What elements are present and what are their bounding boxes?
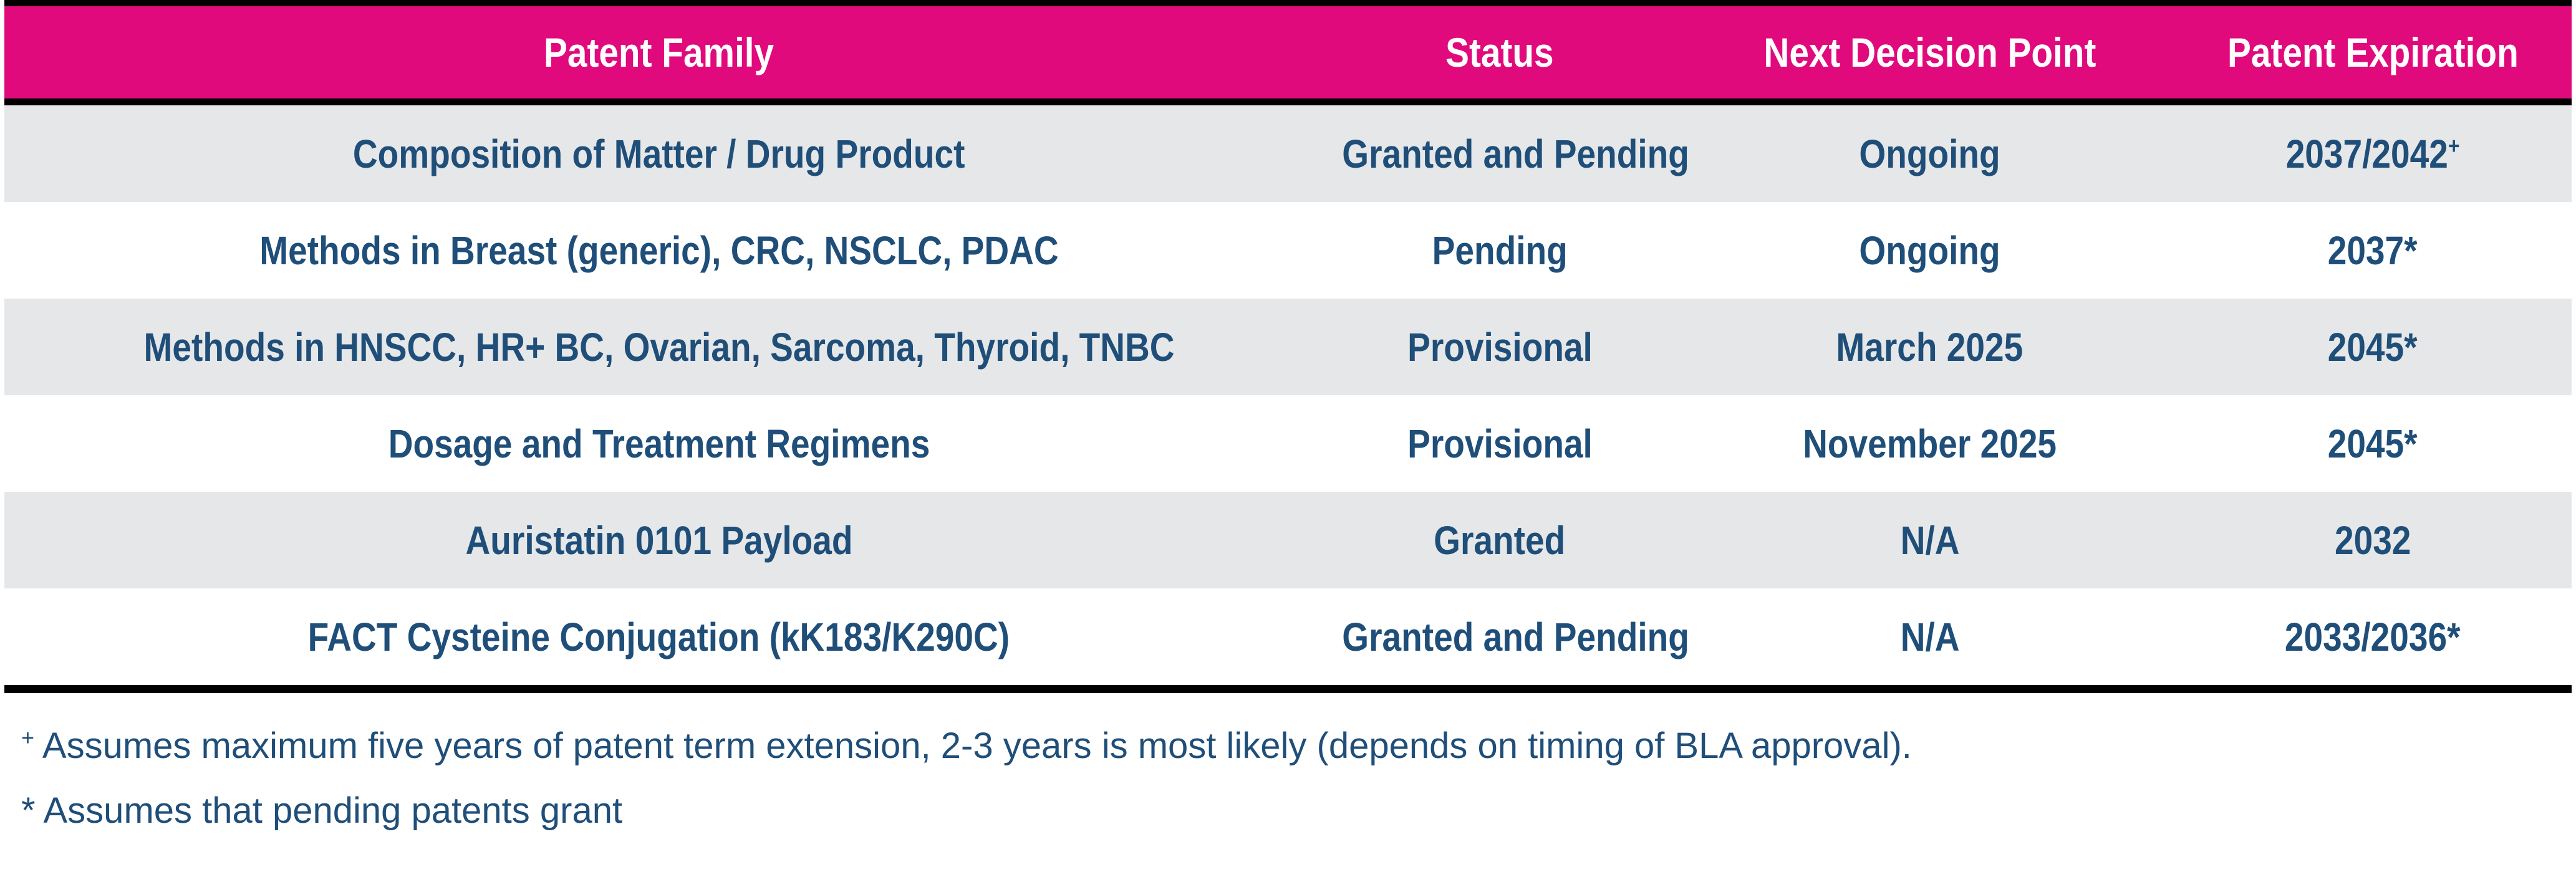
cell-status: Granted and Pending <box>1313 588 1689 689</box>
cell-expiration: 2045* <box>2173 395 2572 492</box>
cell-expiration: 2037* <box>2173 202 2572 299</box>
cell-next-decision: Ongoing <box>1686 202 2174 299</box>
footnote-plus-text: Assumes maximum five years of patent ter… <box>42 726 1912 766</box>
table-header-row: Patent Family Status Next Decision Point… <box>4 3 2572 105</box>
cell-next-decision: Ongoing <box>1686 102 2174 202</box>
expiration-footnote-marker: + <box>2448 132 2460 159</box>
cell-status: Provisional <box>1313 299 1686 395</box>
cell-next-decision: March 2025 <box>1686 299 2174 395</box>
cell-patent-family: Dosage and Treatment Regimens <box>4 395 1314 492</box>
cell-status: Granted <box>1313 492 1686 588</box>
column-header-next-decision-point: Next Decision Point <box>1686 3 2174 105</box>
table-row: Methods in Breast (generic), CRC, NSCLC,… <box>4 202 2572 299</box>
cell-status: Provisional <box>1313 395 1686 492</box>
cell-patent-family: Composition of Matter / Drug Product <box>4 102 1314 202</box>
table-row: FACT Cysteine Conjugation (kK183/K290C) … <box>4 588 2572 689</box>
cell-next-decision: November 2025 <box>1686 395 2174 492</box>
table-row: Auristatin 0101 Payload Granted N/A 2032 <box>4 492 2572 588</box>
cell-patent-family: Auristatin 0101 Payload <box>4 492 1314 588</box>
cell-patent-family: Methods in Breast (generic), CRC, NSCLC,… <box>4 202 1314 299</box>
table-row: Composition of Matter / Drug Product Gra… <box>4 102 2572 202</box>
cell-patent-family: FACT Cysteine Conjugation (kK183/K290C) <box>4 588 1314 689</box>
column-header-patent-family: Patent Family <box>4 3 1314 105</box>
footnote-plus: + Assumes maximum five years of patent t… <box>21 724 1912 766</box>
footnote-plus-marker: + <box>21 724 34 750</box>
footnote-asterisk: * Assumes that pending patents grant <box>21 793 1912 829</box>
table-row: Dosage and Treatment Regimens Provisiona… <box>4 395 2572 492</box>
cell-next-decision: N/A <box>1686 588 2174 689</box>
cell-expiration: 2045* <box>2173 299 2572 395</box>
cell-status: Pending <box>1313 202 1686 299</box>
cell-status: Granted and Pending <box>1313 102 1689 202</box>
column-header-patent-expiration: Patent Expiration <box>2173 3 2572 105</box>
cell-expiration: 2037/2042+ <box>2173 102 2572 202</box>
cell-expiration: 2032 <box>2173 492 2572 588</box>
cell-next-decision: N/A <box>1686 492 2174 588</box>
cell-patent-family: Methods in HNSCC, HR+ BC, Ovarian, Sarco… <box>4 299 1314 395</box>
footnote-asterisk-marker: * <box>21 790 36 831</box>
column-header-status: Status <box>1313 3 1686 105</box>
patent-family-table: Patent Family Status Next Decision Point… <box>4 0 2572 693</box>
table-row: Methods in HNSCC, HR+ BC, Ovarian, Sarco… <box>4 299 2572 395</box>
cell-expiration: 2033/2036* <box>2173 588 2572 689</box>
footnotes: + Assumes maximum five years of patent t… <box>21 724 1912 858</box>
footnote-asterisk-text: Assumes that pending patents grant <box>43 790 623 831</box>
